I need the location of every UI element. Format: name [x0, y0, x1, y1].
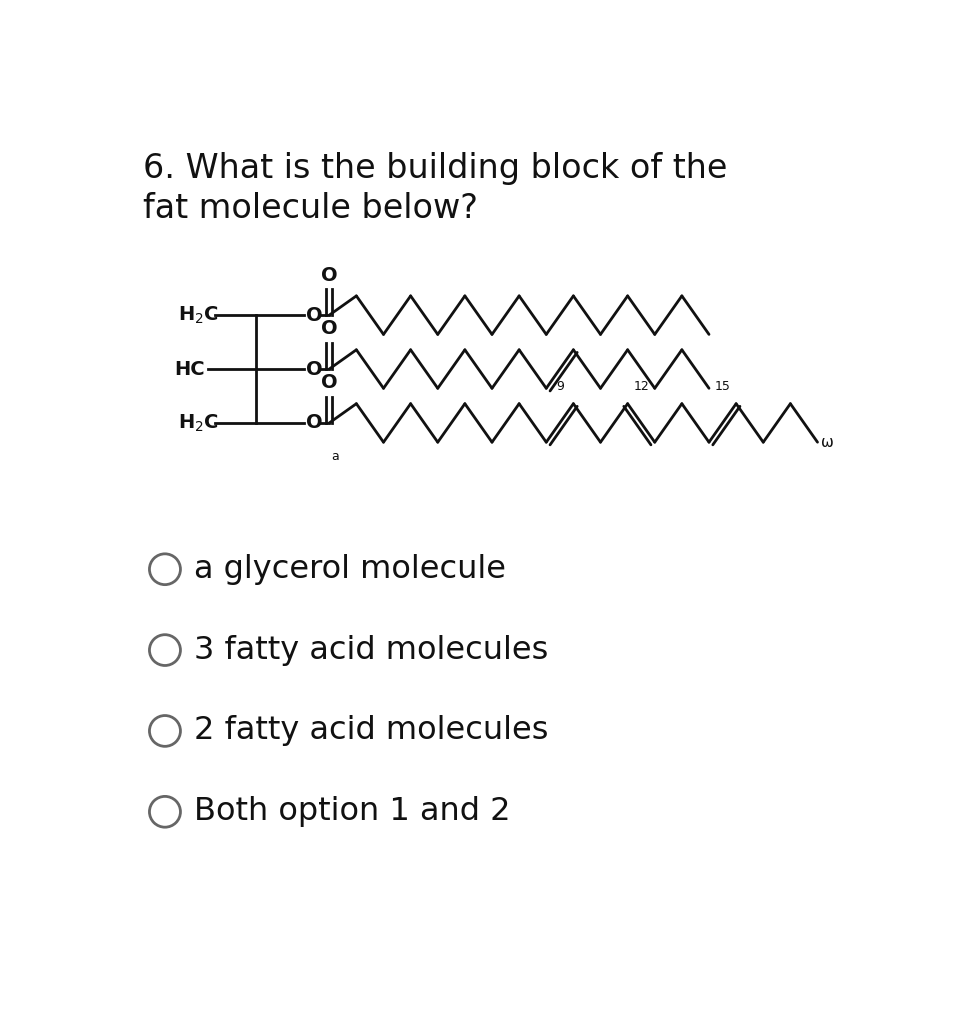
Text: O: O	[321, 373, 338, 392]
Text: fat molecule below?: fat molecule below?	[143, 192, 478, 225]
Text: 15: 15	[714, 380, 731, 392]
Text: 2 fatty acid molecules: 2 fatty acid molecules	[194, 715, 549, 746]
Text: H$_2$C: H$_2$C	[179, 305, 219, 326]
Text: ω: ω	[822, 434, 834, 450]
Text: O: O	[306, 306, 323, 325]
Text: a glycerol molecule: a glycerol molecule	[194, 554, 507, 585]
Text: O: O	[321, 320, 338, 338]
Text: 3 fatty acid molecules: 3 fatty acid molecules	[194, 635, 549, 665]
Text: O: O	[306, 414, 323, 432]
Text: Both option 1 and 2: Both option 1 and 2	[194, 796, 511, 827]
Text: 9: 9	[556, 380, 564, 392]
Text: 12: 12	[634, 380, 649, 392]
Text: 6. What is the building block of the: 6. What is the building block of the	[143, 152, 728, 185]
Text: HC: HC	[175, 360, 204, 378]
Text: O: O	[306, 360, 323, 378]
Text: a: a	[331, 450, 339, 463]
Text: O: O	[321, 266, 338, 284]
Text: H$_2$C: H$_2$C	[179, 412, 219, 433]
